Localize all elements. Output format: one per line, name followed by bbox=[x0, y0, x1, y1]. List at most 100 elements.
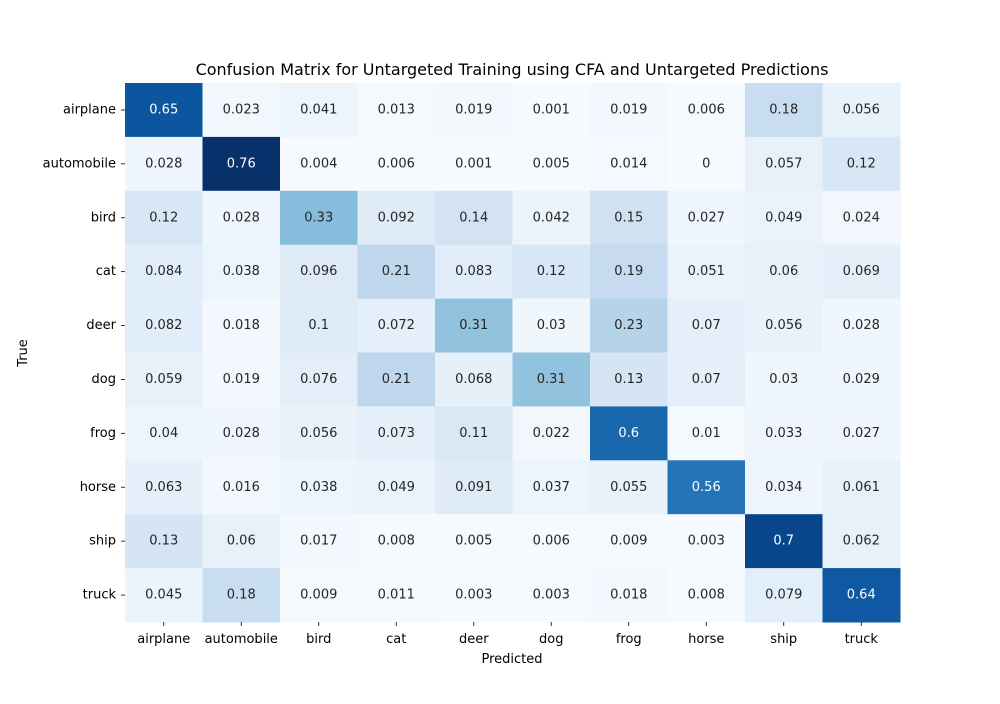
heatmap-cell bbox=[202, 298, 281, 353]
heatmap-cell bbox=[435, 514, 513, 569]
cell-value-label: 0.061 bbox=[843, 480, 880, 495]
y-tick-label: automobile bbox=[43, 156, 116, 171]
cell-value-label: 0.092 bbox=[378, 210, 415, 225]
cell-value-label: 0.003 bbox=[688, 534, 725, 549]
y-axis-label: True bbox=[16, 339, 31, 368]
heatmap-cell bbox=[280, 83, 358, 138]
x-tick-label: ship bbox=[770, 632, 797, 647]
cell-value-label: 0.023 bbox=[223, 102, 260, 117]
cell-value-label: 0.06 bbox=[769, 264, 798, 279]
y-tick-label: horse bbox=[80, 480, 116, 495]
y-tick-label: dog bbox=[92, 372, 116, 387]
heatmap-cell bbox=[822, 406, 901, 461]
cell-value-label: 0.084 bbox=[145, 264, 182, 279]
cell-value-label: 0.014 bbox=[610, 156, 647, 171]
cell-value-label: 0.056 bbox=[300, 426, 337, 441]
heatmap-cell bbox=[357, 460, 436, 515]
x-tick-label: horse bbox=[688, 632, 724, 647]
cell-value-label: 0.14 bbox=[459, 210, 488, 225]
cell-value-label: 0.006 bbox=[688, 102, 725, 117]
cell-value-label: 0.027 bbox=[688, 210, 725, 225]
cell-value-label: 0.072 bbox=[378, 318, 415, 333]
cell-value-label: 0.076 bbox=[300, 372, 337, 387]
heatmap-cell bbox=[745, 244, 823, 300]
heatmap-cell bbox=[202, 514, 281, 569]
heatmap-cell bbox=[357, 514, 436, 569]
heatmap-cell bbox=[435, 298, 513, 353]
cell-value-label: 0.31 bbox=[537, 372, 566, 387]
heatmap-cell bbox=[745, 514, 823, 569]
heatmap-cell bbox=[435, 136, 513, 192]
heatmap-cell bbox=[590, 190, 668, 246]
heatmap-cell bbox=[822, 83, 901, 138]
heatmap-cell bbox=[125, 83, 203, 138]
heatmap-cell bbox=[667, 83, 746, 138]
cell-value-label: 0.063 bbox=[145, 480, 182, 495]
heatmap-cell bbox=[822, 514, 901, 569]
cell-value-label: 0.034 bbox=[765, 480, 802, 495]
cell-value-label: 0.31 bbox=[459, 318, 488, 333]
heatmap-cell bbox=[745, 352, 823, 407]
heatmap-cell bbox=[280, 352, 358, 407]
heatmap-cell bbox=[280, 514, 358, 569]
heatmap-cell bbox=[822, 298, 901, 353]
heatmap-cell bbox=[202, 83, 281, 138]
cell-value-label: 0.006 bbox=[533, 534, 570, 549]
x-tick-label: frog bbox=[616, 632, 642, 647]
heatmap-cell bbox=[357, 83, 436, 138]
y-tick-label: ship bbox=[89, 534, 116, 549]
heatmap-cell bbox=[667, 568, 746, 623]
heatmap-cell bbox=[125, 244, 203, 300]
cell-value-label: 0.009 bbox=[610, 534, 647, 549]
cell-value-label: 0.6 bbox=[618, 426, 639, 441]
cell-value-label: 0.042 bbox=[533, 210, 570, 225]
heatmap-cell bbox=[822, 190, 901, 246]
heatmap-cell bbox=[667, 406, 746, 461]
heatmap-cell bbox=[202, 406, 281, 461]
heatmap-cell bbox=[590, 568, 668, 623]
x-tick-label: bird bbox=[306, 632, 331, 647]
cell-value-label: 0.56 bbox=[692, 480, 721, 495]
heatmap-cell bbox=[435, 406, 513, 461]
heatmap-cell bbox=[512, 244, 591, 300]
heatmap-cell bbox=[280, 406, 358, 461]
cell-value-label: 0.009 bbox=[300, 588, 337, 603]
cell-value-label: 0.038 bbox=[223, 264, 260, 279]
heatmap-cell bbox=[202, 568, 281, 623]
cell-value-label: 0.049 bbox=[378, 480, 415, 495]
heatmap-cell bbox=[357, 352, 436, 407]
heatmap-cell bbox=[667, 298, 746, 353]
heatmap-cell bbox=[667, 514, 746, 569]
chart-title: Confusion Matrix for Untargeted Training… bbox=[196, 60, 829, 79]
cell-value-label: 0.057 bbox=[765, 156, 802, 171]
heatmap-cell bbox=[435, 190, 513, 246]
heatmap-cell bbox=[822, 460, 901, 515]
heatmap-cell bbox=[280, 190, 358, 246]
cell-value-label: 0.013 bbox=[378, 102, 415, 117]
cell-value-label: 0.01 bbox=[692, 426, 721, 441]
cell-value-label: 0.018 bbox=[610, 588, 647, 603]
cell-value-label: 0 bbox=[702, 156, 710, 171]
cell-value-label: 0.21 bbox=[382, 264, 411, 279]
cell-value-label: 0.04 bbox=[149, 426, 178, 441]
cell-value-label: 0.017 bbox=[300, 534, 337, 549]
heatmap-cell bbox=[590, 298, 668, 353]
heatmap-cell bbox=[512, 406, 591, 461]
cell-value-label: 0.13 bbox=[149, 534, 178, 549]
cell-value-label: 0.64 bbox=[847, 588, 876, 603]
heatmap-cell bbox=[512, 568, 591, 623]
cell-value-label: 0.019 bbox=[610, 102, 647, 117]
heatmap-cell bbox=[202, 190, 281, 246]
heatmap-cell bbox=[125, 568, 203, 623]
heatmap-cell bbox=[512, 136, 591, 192]
x-ticks: airplane automobile bird cat deer dog frog hors… bbox=[137, 622, 878, 647]
cell-value-label: 0.019 bbox=[223, 372, 260, 387]
heatmap-cell bbox=[822, 352, 901, 407]
cell-value-label: 0.004 bbox=[300, 156, 337, 171]
y-tick-label: deer bbox=[86, 318, 116, 333]
heatmap-cell bbox=[745, 190, 823, 246]
heatmap-cell bbox=[667, 136, 746, 192]
heatmap-cell bbox=[512, 460, 591, 515]
cell-value-label: 0.018 bbox=[223, 318, 260, 333]
heatmap-cell bbox=[125, 514, 203, 569]
